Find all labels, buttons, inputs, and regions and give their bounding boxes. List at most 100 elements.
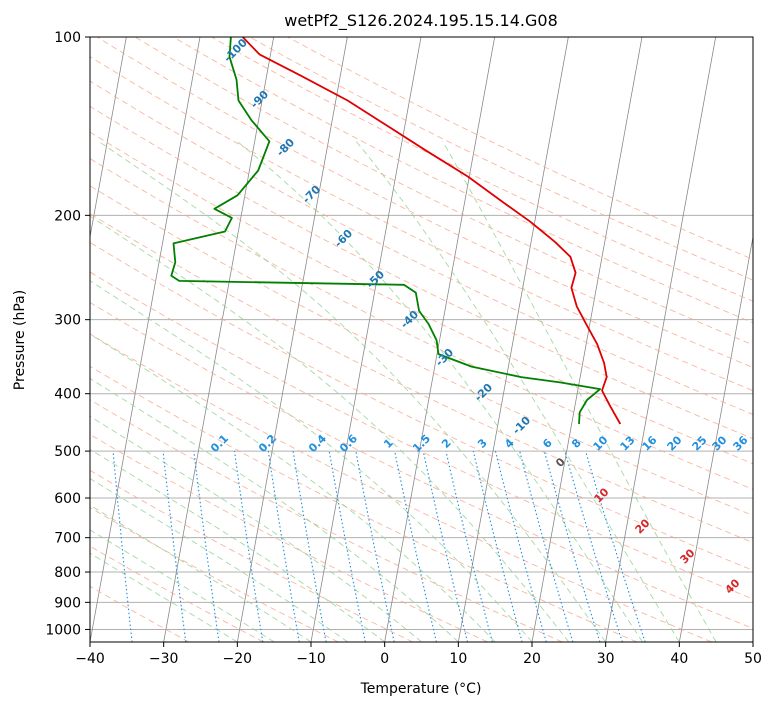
dry-adiabat-line — [90, 469, 414, 642]
mixing-ratio-line — [355, 451, 395, 642]
dry-adiabat-line — [90, 158, 753, 490]
isotherm-line — [457, 37, 569, 642]
isotherm-label: -10 — [510, 414, 533, 437]
axis-ticks: −40 −30 −20 −10 0 10 20 30 40 50 1000 900 800 700 600 5… — [45, 30, 762, 667]
mixing-ratio-line — [193, 451, 220, 642]
mixing-ratio-line — [519, 450, 574, 642]
y-axis-title: Pressure (hPa) — [12, 290, 28, 390]
profiles — [170, 37, 622, 425]
mixing-ratio-label: 20 — [665, 433, 685, 453]
isotherm-line — [752, 639, 753, 642]
isotherm-line — [90, 37, 127, 240]
dry-adiabat-line — [90, 271, 753, 600]
moist-adiabat-line — [90, 552, 238, 642]
mixing-ratio-label: 36 — [731, 433, 751, 453]
isotherm-line — [678, 234, 753, 642]
x-tick-label: 20 — [523, 651, 541, 667]
x-tick-label: 10 — [449, 651, 467, 667]
mixing-ratio-line — [328, 451, 366, 642]
dry-adiabat-line — [90, 301, 753, 629]
mixing-ratio-label: 4 — [502, 436, 517, 451]
isotherm-label: -40 — [398, 308, 421, 331]
dry-adiabat-line — [249, 37, 753, 281]
moist-adiabat-line — [90, 377, 459, 642]
y-tick-label: 700 — [54, 531, 81, 547]
isotherm-line — [531, 37, 643, 642]
isotherm-label: -50 — [364, 268, 387, 291]
mixing-ratio-line — [585, 450, 646, 642]
x-tick-label: −40 — [75, 651, 105, 667]
moist-adiabat-line — [236, 140, 643, 642]
mixing-ratio-line — [422, 450, 469, 642]
isotherm-line — [384, 37, 496, 642]
dry-adiabat-line — [90, 185, 753, 517]
dry-adiabat-line — [90, 506, 339, 642]
mixing-ratio-label: 25 — [690, 434, 710, 454]
dry-adiabat-label: 30 — [678, 546, 698, 566]
mixing-ratio-label: 13 — [618, 434, 638, 454]
isotherm-line — [90, 37, 201, 642]
temperature-line — [242, 37, 622, 425]
x-tick-label: −10 — [296, 651, 326, 667]
mixing-ratio-label: 1 — [381, 436, 396, 451]
mixing-ratio-line — [292, 451, 327, 642]
moist-adiabat-line — [90, 415, 422, 642]
moist-adiabat-line — [355, 141, 680, 642]
moist-adiabat-line — [90, 504, 312, 642]
y-tick-label: 200 — [54, 208, 81, 224]
y-tick-label: 100 — [54, 30, 81, 46]
dry-adiabat-line — [173, 37, 753, 324]
dry-adiabat-line — [90, 585, 190, 642]
y-tick-label: 500 — [54, 444, 81, 460]
isotherm-line — [163, 37, 275, 642]
dry-adiabat-line — [90, 241, 753, 571]
moist-adiabat-line — [442, 141, 717, 642]
moist-adiabat-line — [90, 529, 275, 642]
x-tick-label: −20 — [223, 651, 253, 667]
dry-adiabat-line — [90, 333, 712, 642]
dry-adiabat-label: 20 — [633, 516, 653, 536]
dry-adiabat-line — [90, 433, 488, 642]
dry-adiabat-line — [90, 365, 638, 642]
dry-adiabat-line — [287, 37, 753, 260]
dry-adiabat-line — [211, 37, 753, 302]
mixing-ratio-line — [445, 450, 493, 642]
moist-adiabat-line — [90, 280, 533, 642]
x-tick-label: 40 — [670, 651, 688, 667]
mixing-ratio-line — [112, 451, 133, 642]
mixing-ratio-label: 16 — [640, 433, 660, 453]
y-tick-label: 900 — [54, 595, 81, 611]
moist-adiabat-line — [90, 333, 496, 642]
dry-adiabat-line — [90, 545, 264, 642]
dry-adiabat-line — [90, 80, 753, 415]
mixing-ratio-line — [564, 450, 623, 642]
mixing-ratio-line — [472, 450, 523, 642]
mixing-ratio-label: 10 — [591, 433, 611, 453]
dry-adiabat-line — [90, 105, 753, 440]
y-tick-label: 600 — [54, 491, 81, 507]
dewpoint-line — [170, 37, 601, 425]
x-tick-label: 0 — [380, 651, 389, 667]
dry-adiabat-line — [134, 37, 753, 346]
y-tick-label: 1000 — [45, 622, 81, 638]
mixing-ratio-line — [267, 451, 300, 642]
y-tick-label: 300 — [54, 313, 81, 329]
isotherm-label: -80 — [274, 136, 297, 159]
mixing-ratio-label: 6 — [540, 436, 555, 451]
mixing-ratio-label: 30 — [710, 433, 730, 453]
moist-adiabat-line — [98, 140, 607, 642]
moist-adiabat-line — [90, 478, 349, 642]
moist-adiabat-line — [90, 215, 570, 642]
x-tick-label: 50 — [744, 651, 762, 667]
y-tick-label: 800 — [54, 565, 81, 581]
isotherm-line — [605, 37, 717, 642]
x-axis-title: Temperature (°C) — [360, 681, 482, 697]
dry-adiabat-line — [90, 56, 753, 392]
mixing-ratio-line — [394, 450, 437, 642]
mixing-ratio-label: 3 — [475, 436, 490, 451]
background-lines — [90, 37, 753, 642]
dry-adiabat-line — [96, 37, 753, 368]
chart-title: wetPf2_S126.2024.195.15.14.G08 — [284, 11, 558, 31]
mixing-ratio-line — [233, 451, 264, 642]
